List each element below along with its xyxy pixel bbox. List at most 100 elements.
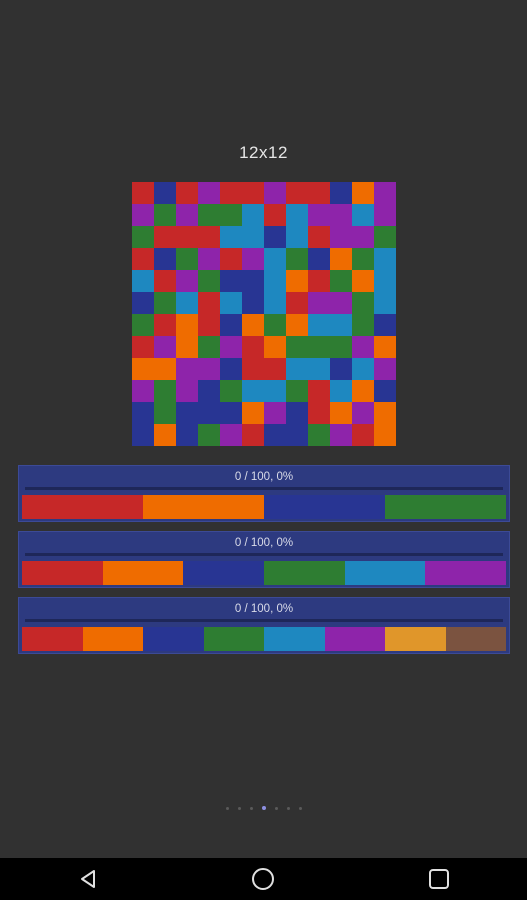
board-cell[interactable]: [352, 204, 374, 226]
color-swatch[interactable]: [82, 627, 143, 651]
board-cell[interactable]: [374, 358, 396, 380]
board-cell[interactable]: [198, 292, 220, 314]
board-cell[interactable]: [220, 248, 242, 270]
board-cell[interactable]: [330, 336, 352, 358]
page-dot[interactable]: [298, 806, 302, 810]
board-cell[interactable]: [286, 424, 308, 446]
board-cell[interactable]: [132, 270, 154, 292]
board-cell[interactable]: [220, 380, 242, 402]
board-cell[interactable]: [286, 182, 308, 204]
board-cell[interactable]: [176, 402, 198, 424]
board-cell[interactable]: [286, 248, 308, 270]
board-cell[interactable]: [154, 358, 176, 380]
board-cell[interactable]: [330, 424, 352, 446]
board-cell[interactable]: [374, 248, 396, 270]
board-cell[interactable]: [220, 402, 242, 424]
board-cell[interactable]: [330, 314, 352, 336]
board-cell[interactable]: [330, 248, 352, 270]
board-cell[interactable]: [132, 292, 154, 314]
page-dot[interactable]: [237, 806, 241, 810]
board-cell[interactable]: [308, 336, 330, 358]
board-cell[interactable]: [220, 204, 242, 226]
page-dot[interactable]: [274, 806, 278, 810]
board-cell[interactable]: [374, 182, 396, 204]
board-cell[interactable]: [286, 402, 308, 424]
board-cell[interactable]: [352, 226, 374, 248]
color-swatch[interactable]: [385, 495, 506, 519]
level-panel-4-colors[interactable]: 0 / 100, 0%: [18, 465, 510, 522]
board-cell[interactable]: [242, 424, 264, 446]
board-cell[interactable]: [286, 204, 308, 226]
board-cell[interactable]: [286, 270, 308, 292]
board-cell[interactable]: [132, 336, 154, 358]
board-cell[interactable]: [286, 358, 308, 380]
board-cell[interactable]: [154, 292, 176, 314]
color-swatch[interactable]: [22, 561, 103, 585]
board-cell[interactable]: [264, 424, 286, 446]
board-cell[interactable]: [330, 182, 352, 204]
board-cell[interactable]: [308, 314, 330, 336]
board-cell[interactable]: [374, 336, 396, 358]
board-cell[interactable]: [176, 424, 198, 446]
color-swatch[interactable]: [22, 495, 143, 519]
board-cell[interactable]: [264, 226, 286, 248]
board-cell[interactable]: [132, 226, 154, 248]
board-cell[interactable]: [220, 336, 242, 358]
board-cell[interactable]: [220, 358, 242, 380]
board-cell[interactable]: [242, 314, 264, 336]
board-cell[interactable]: [330, 226, 352, 248]
board-cell[interactable]: [308, 248, 330, 270]
board-cell[interactable]: [374, 314, 396, 336]
board-cell[interactable]: [242, 358, 264, 380]
color-swatch[interactable]: [385, 627, 446, 651]
board-cell[interactable]: [198, 336, 220, 358]
board-cell[interactable]: [242, 204, 264, 226]
board-cell[interactable]: [308, 270, 330, 292]
board-cell[interactable]: [374, 380, 396, 402]
board-cell[interactable]: [264, 204, 286, 226]
board-cell[interactable]: [176, 226, 198, 248]
board-cell[interactable]: [264, 402, 286, 424]
board-cell[interactable]: [308, 402, 330, 424]
board-cell[interactable]: [264, 292, 286, 314]
color-swatch[interactable]: [264, 627, 325, 651]
board-cell[interactable]: [264, 336, 286, 358]
board-cell[interactable]: [154, 380, 176, 402]
board-cell[interactable]: [330, 292, 352, 314]
board-cell[interactable]: [198, 402, 220, 424]
board-cell[interactable]: [198, 314, 220, 336]
board-cell[interactable]: [176, 292, 198, 314]
board-cell[interactable]: [154, 182, 176, 204]
board-cell[interactable]: [176, 204, 198, 226]
board-cell[interactable]: [198, 424, 220, 446]
color-swatch[interactable]: [143, 627, 204, 651]
board-cell[interactable]: [286, 226, 308, 248]
board-cell[interactable]: [220, 424, 242, 446]
board-cell[interactable]: [220, 314, 242, 336]
board-cell[interactable]: [132, 204, 154, 226]
home-button[interactable]: [233, 858, 293, 900]
board-cell[interactable]: [176, 248, 198, 270]
board-cell[interactable]: [286, 336, 308, 358]
page-dot[interactable]: [286, 806, 290, 810]
board-cell[interactable]: [176, 182, 198, 204]
board-cell[interactable]: [198, 380, 220, 402]
board-cell[interactable]: [220, 226, 242, 248]
board-cell[interactable]: [352, 270, 374, 292]
color-swatch[interactable]: [264, 495, 385, 519]
recents-button[interactable]: [409, 858, 469, 900]
game-board[interactable]: [132, 182, 396, 446]
board-cell[interactable]: [374, 270, 396, 292]
board-cell[interactable]: [154, 314, 176, 336]
color-swatch[interactable]: [22, 627, 83, 651]
color-swatch[interactable]: [143, 495, 264, 519]
board-cell[interactable]: [286, 380, 308, 402]
board-cell[interactable]: [132, 380, 154, 402]
board-cell[interactable]: [330, 358, 352, 380]
board-cell[interactable]: [330, 204, 352, 226]
board-cell[interactable]: [352, 424, 374, 446]
board-cell[interactable]: [352, 292, 374, 314]
board-cell[interactable]: [242, 380, 264, 402]
color-swatch[interactable]: [203, 627, 264, 651]
board-cell[interactable]: [242, 292, 264, 314]
